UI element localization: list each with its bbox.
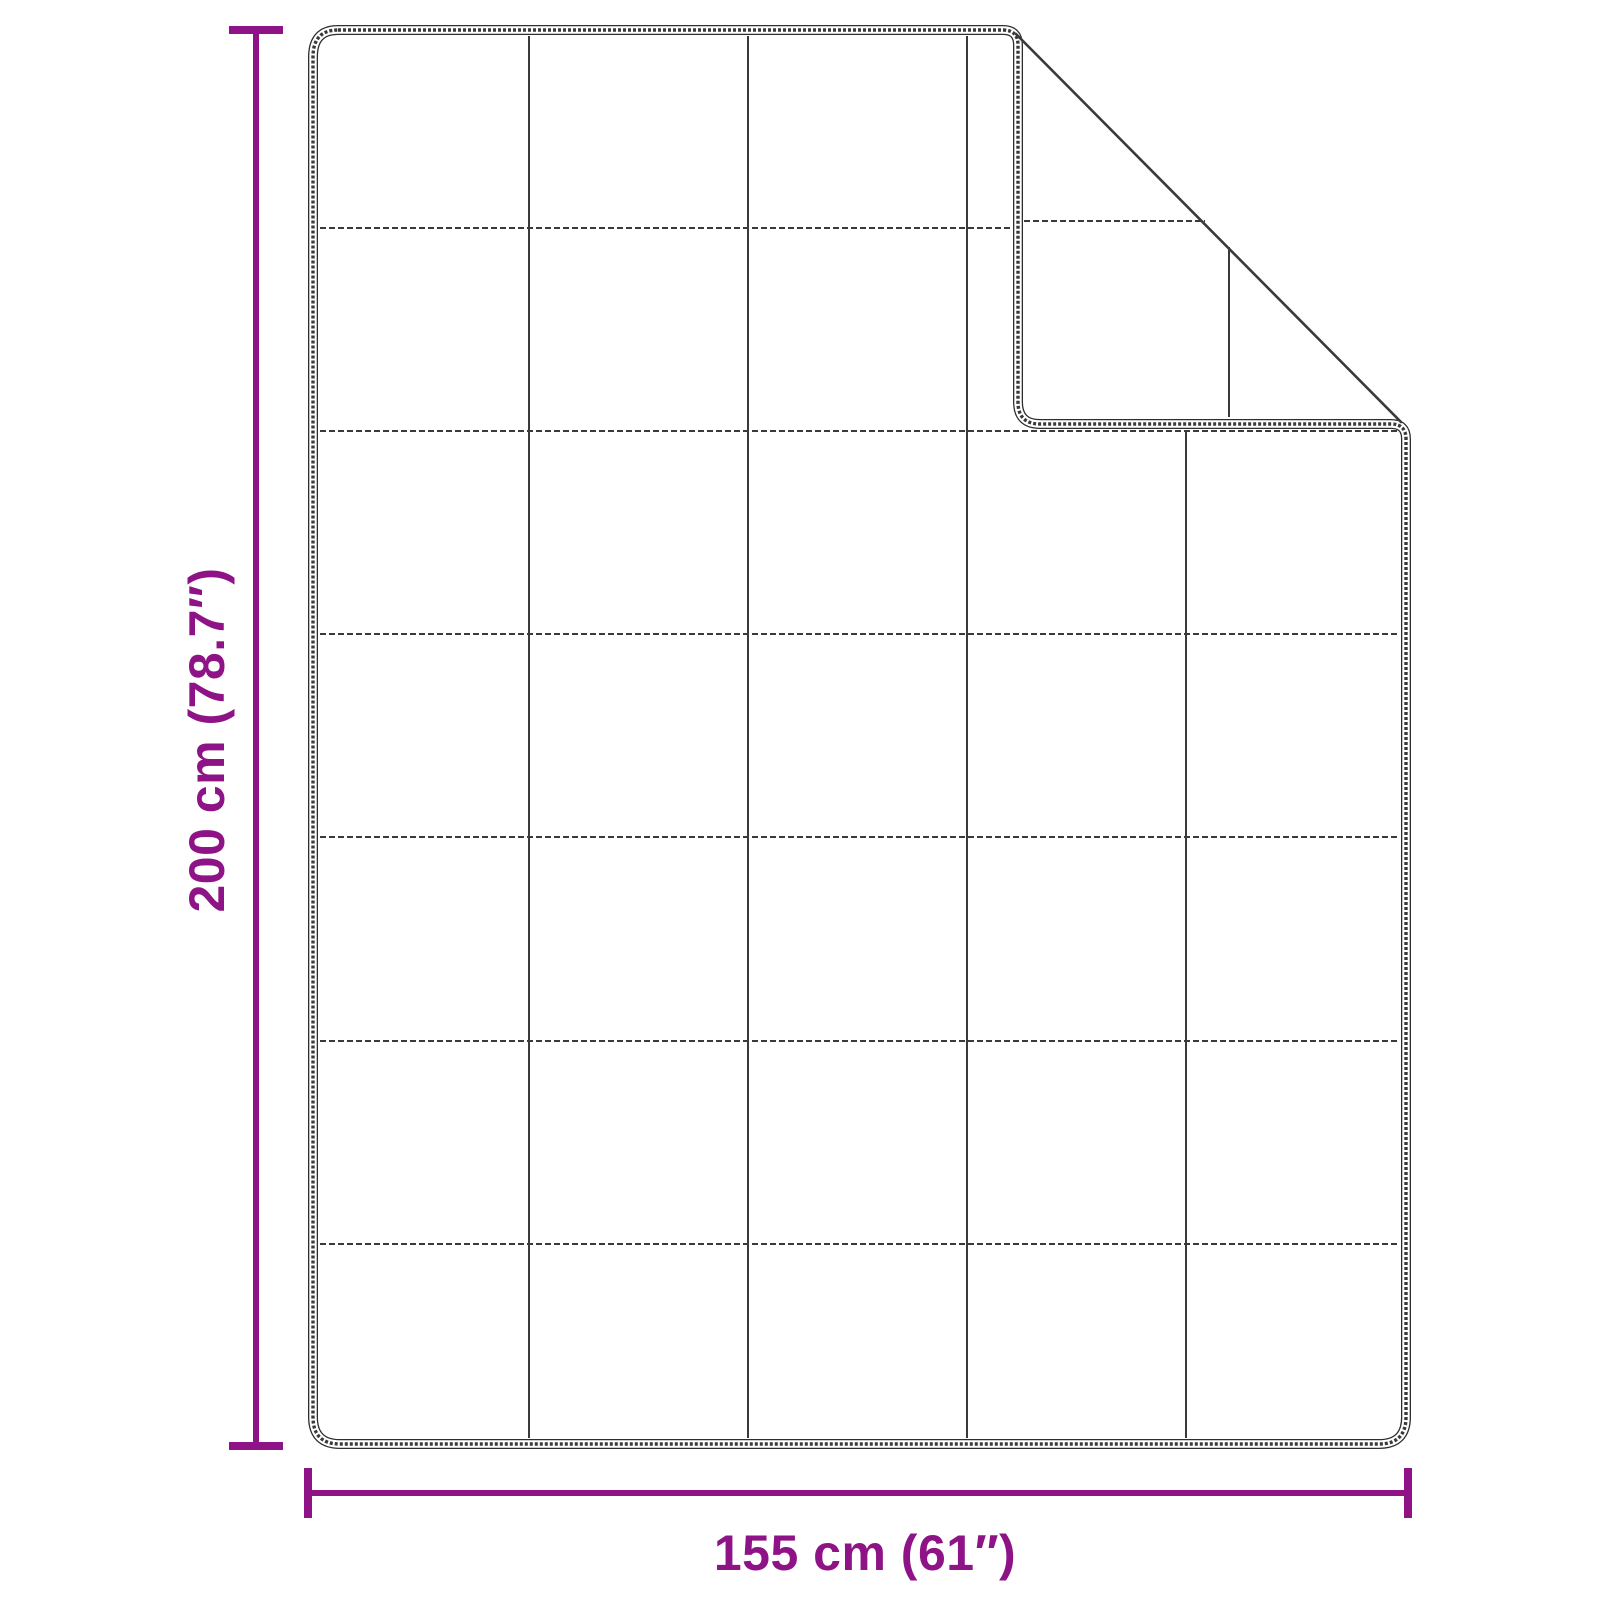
- blanket-outline-braid: [311, 28, 1408, 1446]
- horizontal-dimension-label: 155 cm (61″): [714, 1525, 1016, 1581]
- fold-crease-line: [1014, 32, 1403, 424]
- vertical-dimension: 200 cm (78.7″): [179, 26, 283, 1450]
- quilt-grid: [320, 36, 1400, 1438]
- horizontal-dimension: 155 cm (61″): [304, 1468, 1412, 1581]
- blanket-outline-outer-trim: [308, 25, 1411, 1449]
- vertical-dimension-label: 200 cm (78.7″): [179, 567, 235, 912]
- blanket-outline: [308, 25, 1411, 1449]
- folded-corner: [1014, 32, 1403, 424]
